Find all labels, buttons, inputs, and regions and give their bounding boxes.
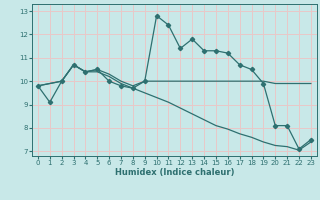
X-axis label: Humidex (Indice chaleur): Humidex (Indice chaleur) bbox=[115, 168, 234, 177]
